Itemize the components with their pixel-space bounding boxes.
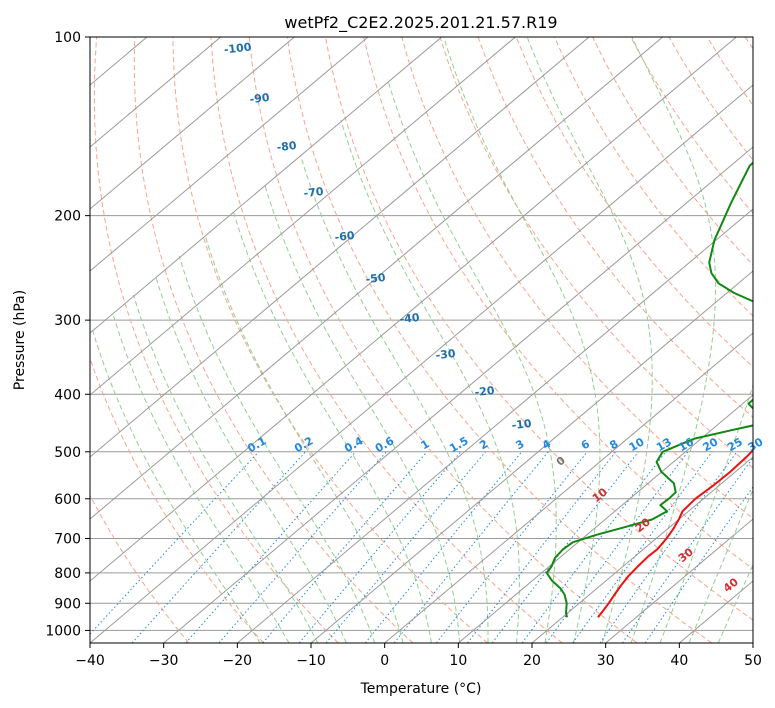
y-tick-label: 100 bbox=[54, 30, 81, 46]
mixing-ratio-line bbox=[545, 451, 689, 643]
isotherm-label: -60 bbox=[334, 229, 356, 244]
mixing-ratio-line bbox=[90, 451, 260, 635]
temperature-profile-line bbox=[597, 448, 753, 618]
sounding-series bbox=[545, 161, 753, 618]
isotherm-line bbox=[90, 37, 295, 210]
dewpoint-profile-line bbox=[545, 161, 753, 618]
moist-adiabat-line bbox=[92, 330, 261, 643]
isotherm-label: -70 bbox=[303, 185, 325, 200]
isotherm-label: -10 bbox=[511, 417, 533, 432]
y-tick-label: 800 bbox=[54, 566, 81, 582]
y-tick-label: 200 bbox=[54, 209, 81, 225]
x-tick-label: 20 bbox=[523, 653, 541, 669]
x-tick-label: 10 bbox=[449, 653, 467, 669]
isotherm-label: -40 bbox=[399, 311, 421, 326]
x-tick-label: −30 bbox=[149, 653, 179, 669]
y-tick-label: 1000 bbox=[45, 623, 81, 639]
dry-adiabat-line bbox=[93, 37, 339, 643]
moist-adiabat-line bbox=[133, 294, 319, 643]
y-tick-label: 600 bbox=[54, 492, 81, 508]
chart-title: wetPf2_C2E2.2025.201.21.57.R19 bbox=[284, 13, 557, 33]
x-tick-label: 50 bbox=[744, 653, 762, 669]
isotherm-line bbox=[605, 518, 753, 643]
isotherm-line bbox=[90, 37, 369, 272]
y-axis-label: Pressure (hPa) bbox=[12, 290, 28, 390]
dry-adiabat-line bbox=[553, 37, 753, 317]
moist-adiabat-line bbox=[204, 235, 404, 643]
dry-adiabat-line bbox=[172, 37, 488, 643]
moist-adiabat-line bbox=[112, 313, 290, 643]
y-tick-label: 900 bbox=[54, 596, 81, 612]
isotherm-label: -100 bbox=[223, 40, 252, 56]
mixing-ratio-line bbox=[185, 451, 356, 643]
isotherm-line bbox=[90, 37, 221, 148]
isotherm-label: -80 bbox=[276, 139, 298, 154]
mixing-ratio-line bbox=[644, 486, 753, 643]
dry-adiabat-line bbox=[325, 37, 753, 621]
mixing-ratio-line bbox=[521, 451, 667, 643]
plot-frame bbox=[89, 36, 754, 644]
x-tick-label: 40 bbox=[670, 653, 688, 669]
background-line-grid bbox=[90, 37, 753, 643]
x-axis-label: Temperature (°C) bbox=[360, 681, 482, 697]
y-tick-label: 300 bbox=[54, 313, 81, 329]
mixing-ratio-line bbox=[393, 451, 549, 643]
dry-adiabat-line bbox=[90, 356, 264, 643]
mixing-ratio-line bbox=[325, 451, 486, 643]
dry-adiabat-line bbox=[477, 37, 753, 418]
mixing-ratio-line bbox=[491, 451, 639, 643]
x-axis-ticks: −40 −30 −20 −10 0 10 20 30 40 50 bbox=[75, 643, 762, 669]
isotherm-label: -50 bbox=[365, 271, 387, 286]
dry-adiabat-line bbox=[515, 37, 753, 368]
mixing-ratio-line bbox=[218, 451, 387, 643]
x-tick-label: −20 bbox=[223, 653, 253, 669]
dry-adiabat-line bbox=[210, 37, 563, 643]
mixing-ratio-line bbox=[298, 451, 462, 643]
isotherm-line bbox=[90, 84, 753, 643]
moist-adiabat-line bbox=[526, 37, 653, 643]
isotherm-line bbox=[458, 394, 753, 643]
isotherm-line bbox=[90, 37, 737, 582]
isotherm-line bbox=[531, 456, 753, 643]
dry-adiabat-line bbox=[286, 37, 712, 643]
x-tick-label: 30 bbox=[597, 653, 615, 669]
mixing-ratio-line bbox=[621, 456, 753, 643]
y-tick-label: 500 bbox=[54, 445, 81, 461]
isotherm-line bbox=[384, 332, 753, 643]
mixing-ratio-line bbox=[131, 451, 306, 643]
moist-adiabat-line bbox=[178, 255, 376, 643]
isotherm-label: -20 bbox=[474, 384, 496, 399]
y-tick-label: 700 bbox=[54, 532, 81, 548]
y-axis-ticks: 100 200 300 400 500 600 700 800 900 1000 bbox=[45, 30, 90, 639]
isotherm-line bbox=[90, 37, 663, 520]
x-tick-label: 0 bbox=[380, 653, 389, 669]
mixing-ratio-line bbox=[599, 451, 738, 643]
moist-adiabat-line bbox=[299, 154, 489, 643]
isotherm-line bbox=[237, 208, 753, 643]
dry-adiabat-line bbox=[248, 37, 638, 643]
moist-adiabat-line bbox=[340, 119, 520, 643]
isotherm-line bbox=[310, 270, 753, 643]
mixing-ratio-line bbox=[364, 451, 523, 643]
isotherm-line bbox=[90, 37, 590, 458]
isotherm-label: -90 bbox=[249, 91, 271, 106]
isotherm-line bbox=[90, 37, 442, 334]
dry-adiabat-line bbox=[363, 37, 753, 570]
x-tick-label: −40 bbox=[75, 653, 105, 669]
x-tick-label: −10 bbox=[296, 653, 326, 669]
moist-adiabat-line bbox=[155, 277, 347, 643]
moist-adiabat-line bbox=[630, 37, 716, 643]
y-tick-label: 400 bbox=[54, 387, 81, 403]
isotherm-line bbox=[90, 37, 516, 396]
isotherm-label: -30 bbox=[435, 347, 457, 362]
mixing-ratio-line bbox=[572, 451, 713, 643]
isotherm-line bbox=[163, 146, 753, 643]
